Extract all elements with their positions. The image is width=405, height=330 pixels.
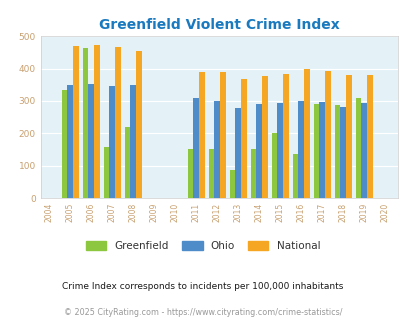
Bar [355,98,360,198]
Bar [271,133,277,198]
Bar [67,85,72,198]
Bar [277,103,282,198]
Bar [187,148,193,198]
Bar [303,69,309,198]
Bar [193,98,198,198]
Bar [229,170,235,198]
Bar [124,127,130,198]
Bar [292,154,298,198]
Bar [198,72,204,198]
Bar [319,102,324,198]
Bar [208,148,214,198]
Bar [324,71,330,198]
Bar [115,47,120,198]
Bar [214,101,220,198]
Bar [82,48,88,198]
Bar [250,148,256,198]
Bar [256,104,261,198]
Bar [241,79,246,198]
Legend: Greenfield, Ohio, National: Greenfield, Ohio, National [81,237,324,255]
Bar [334,105,339,198]
Bar [62,90,67,198]
Bar [360,103,366,198]
Bar [282,74,288,198]
Title: Greenfield Violent Crime Index: Greenfield Violent Crime Index [99,18,339,32]
Bar [109,86,115,198]
Bar [103,147,109,198]
Bar [235,108,241,198]
Bar [366,76,372,198]
Bar [220,72,225,198]
Bar [339,107,345,198]
Bar [261,76,267,198]
Bar [94,45,99,198]
Bar [345,75,351,198]
Bar [130,85,136,198]
Text: Crime Index corresponds to incidents per 100,000 inhabitants: Crime Index corresponds to incidents per… [62,282,343,291]
Bar [313,104,319,198]
Bar [298,101,303,198]
Bar [72,46,78,198]
Bar [88,84,94,198]
Text: © 2025 CityRating.com - https://www.cityrating.com/crime-statistics/: © 2025 CityRating.com - https://www.city… [64,308,341,317]
Bar [136,51,141,198]
